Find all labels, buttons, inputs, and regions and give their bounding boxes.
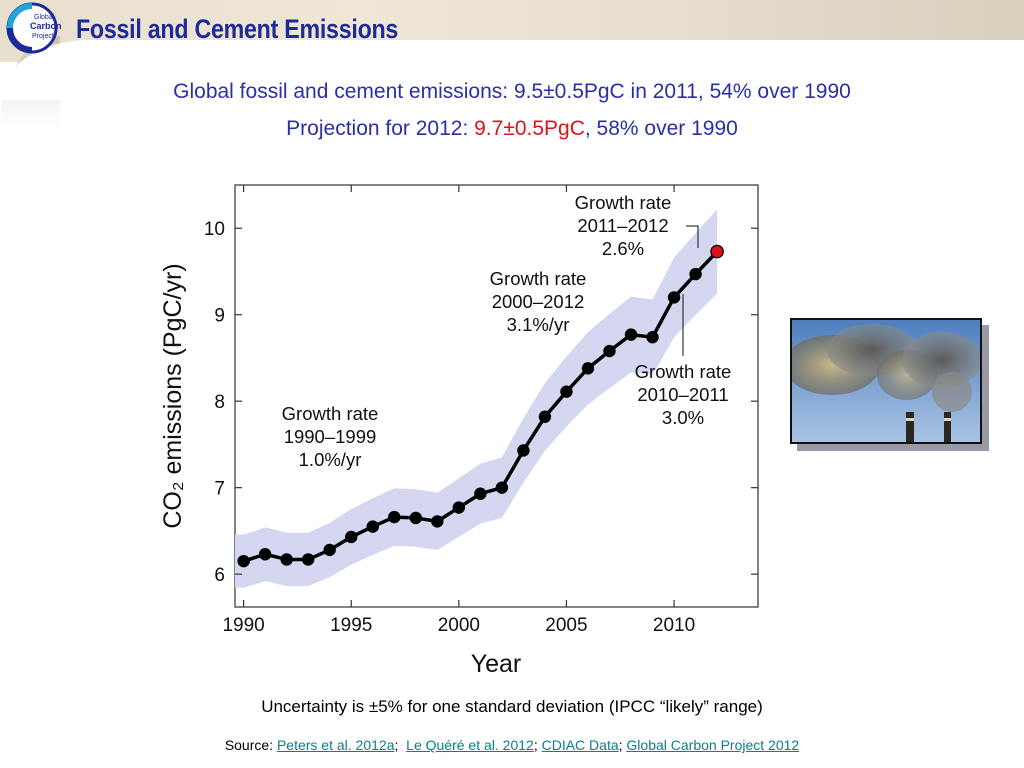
data-point [323, 543, 336, 557]
annotation-text: Growth rate [490, 268, 587, 289]
y-tick-label: 8 [214, 392, 225, 413]
x-tick-label: 1990 [222, 615, 264, 636]
subtitle-line1: Global fossil and cement emissions: 9.5±… [173, 80, 851, 103]
uncertainty-note: Uncertainty is ±5% for one standard devi… [261, 697, 763, 716]
source-link-gcp[interactable]: Global Carbon Project 2012 [626, 737, 800, 753]
uncertainty-band [235, 209, 718, 588]
annotation-text: Growth rate [575, 192, 672, 213]
annotation-text: 2.6% [602, 238, 644, 259]
axes-group: 1990 1995 2000 2005 2010 6 7 8 9 10 [204, 185, 758, 636]
data-point [603, 344, 616, 358]
y-tick-label: 6 [214, 565, 225, 586]
subtitle-line2-suffix: , 58% over 1990 [584, 117, 738, 140]
y-tick-label: 9 [214, 306, 225, 327]
data-point [452, 501, 466, 514]
data-point [409, 511, 422, 525]
source-link-le-quere[interactable]: Le Quéré et al. 2012 [406, 737, 534, 753]
data-point [624, 328, 638, 341]
source-prefix: Source: [224, 737, 277, 753]
subtitle-line2: Projection for 2012: 9.7±0.5PgC, 58% ove… [0, 117, 1024, 141]
smokestack-photo [790, 318, 982, 444]
annotation-text: 1990–1999 [284, 426, 377, 447]
logo-text-line1: Global [34, 14, 55, 21]
annotation-text: Growth rate [282, 403, 379, 424]
x-tick-label: 2000 [438, 615, 480, 636]
y-tick-label: 10 [204, 219, 225, 240]
data-point [388, 510, 401, 524]
source-link-peters[interactable]: Peters et al. 2012a [276, 737, 395, 753]
source-line: Source: Peters et al. 2012a; Le Quéré et… [224, 737, 800, 753]
data-point [258, 548, 272, 561]
data-point [581, 362, 595, 375]
header-swoosh [0, 40, 1024, 100]
annotation-text: 2000–2012 [492, 291, 585, 312]
y-tick-label: 7 [214, 479, 225, 500]
x-axis-label: Year [471, 650, 522, 678]
data-point [517, 444, 530, 457]
annotation-text: 1.0%/yr [299, 449, 362, 470]
logo-text-line3: Project [32, 33, 54, 40]
data-point [560, 385, 573, 398]
page-title: Fossil and Cement Emissions [76, 14, 399, 44]
logo-text-line2: Carbon [30, 21, 62, 31]
x-tick-label: 1995 [330, 615, 372, 636]
subtitle-line2-prefix: Projection for 2012: [286, 117, 475, 140]
annotation-text: 3.0% [662, 407, 704, 428]
x-tick-label: 2010 [653, 615, 695, 636]
uncertainty-band-group [235, 209, 718, 588]
annotation-connector [686, 225, 699, 248]
data-point [474, 487, 487, 500]
smokestack-photo-image [792, 320, 980, 442]
annotation-text: Growth rate [635, 361, 732, 382]
data-point [237, 554, 250, 568]
data-point [646, 330, 659, 344]
data-point [689, 267, 702, 281]
data-point [280, 553, 293, 566]
subtitle-line2-highlight: 9.7±0.5PgC [474, 117, 585, 140]
data-point [495, 481, 509, 494]
source-link-cdiac[interactable]: CDIAC Data [541, 737, 619, 753]
data-point [667, 291, 681, 304]
annotation-text: 3.1%/yr [507, 314, 570, 335]
annotation-text: 2010–2011 [637, 384, 728, 405]
global-carbon-project-logo: Global Carbon Project [6, 2, 62, 54]
x-tick-label: 2005 [545, 615, 587, 636]
data-point [366, 520, 379, 533]
data-point [431, 515, 444, 528]
data-point [345, 530, 358, 544]
annotation-text: 2011–2012 [577, 215, 668, 236]
projection-point [710, 244, 724, 259]
series-group [237, 244, 724, 568]
data-point [538, 410, 552, 423]
y-axis-label: CO₂ emissions (PgC/yr) [159, 263, 187, 528]
data-point [301, 553, 315, 566]
